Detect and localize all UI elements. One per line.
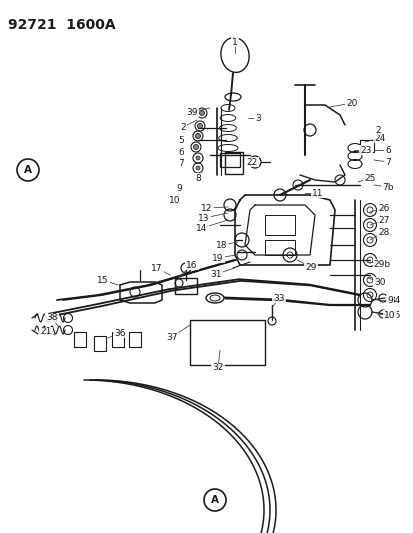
Text: 13: 13 — [198, 214, 209, 222]
Text: 7b: 7b — [381, 182, 393, 191]
Text: 21: 21 — [40, 327, 52, 336]
Text: 24: 24 — [373, 133, 385, 142]
Text: A: A — [211, 495, 218, 505]
Bar — [175, 278, 197, 294]
Text: 32: 32 — [212, 364, 223, 373]
Text: 8: 8 — [195, 174, 200, 182]
Circle shape — [193, 144, 198, 149]
Text: 9: 9 — [176, 183, 181, 192]
Text: 36: 36 — [114, 328, 126, 337]
Text: 14: 14 — [196, 223, 207, 232]
Text: 9: 9 — [386, 295, 392, 304]
Text: 10: 10 — [383, 311, 395, 319]
Text: 18: 18 — [216, 240, 227, 249]
Text: 23: 23 — [359, 146, 371, 155]
Bar — [74, 332, 86, 347]
Bar — [190, 320, 264, 365]
Text: 7: 7 — [384, 157, 390, 166]
Text: 38: 38 — [46, 313, 57, 322]
Text: 39: 39 — [186, 108, 197, 117]
Text: 27: 27 — [377, 215, 389, 224]
Circle shape — [195, 156, 199, 160]
Text: 35: 35 — [388, 311, 400, 319]
Text: 3: 3 — [254, 114, 260, 123]
Bar — [264, 215, 294, 235]
Text: 22: 22 — [246, 157, 257, 166]
Text: 34: 34 — [388, 295, 400, 304]
Text: 5: 5 — [178, 135, 183, 144]
Bar — [112, 332, 124, 347]
Bar — [219, 153, 240, 167]
Bar — [264, 240, 294, 255]
Circle shape — [199, 110, 204, 116]
Text: 6: 6 — [384, 146, 390, 155]
Bar — [129, 332, 141, 347]
Text: 26: 26 — [377, 204, 389, 213]
Text: 11: 11 — [311, 189, 323, 198]
Text: 37: 37 — [166, 333, 177, 342]
Text: 33: 33 — [273, 294, 284, 303]
Bar — [224, 152, 242, 174]
Text: 15: 15 — [97, 276, 109, 285]
Text: 92721  1600A: 92721 1600A — [8, 18, 115, 32]
Text: 20: 20 — [346, 99, 357, 108]
Bar — [359, 140, 373, 152]
Text: 17: 17 — [151, 263, 162, 272]
Text: 29b: 29b — [373, 260, 389, 269]
Text: 2: 2 — [374, 125, 380, 134]
Text: 31: 31 — [210, 270, 221, 279]
Circle shape — [197, 124, 202, 128]
Text: A: A — [24, 165, 32, 175]
Text: 19: 19 — [212, 254, 223, 262]
Text: 1: 1 — [232, 37, 237, 46]
Text: 28: 28 — [377, 228, 389, 237]
Text: 12: 12 — [201, 204, 212, 213]
Text: 16: 16 — [186, 261, 197, 270]
Text: 2: 2 — [180, 123, 185, 132]
Circle shape — [195, 166, 199, 170]
Bar — [94, 336, 106, 351]
Text: 10: 10 — [169, 196, 180, 205]
Circle shape — [195, 133, 200, 139]
Text: 29: 29 — [304, 262, 316, 271]
Text: 30: 30 — [373, 278, 385, 287]
Text: 7: 7 — [178, 158, 183, 167]
Text: 6: 6 — [178, 148, 183, 157]
Text: 25: 25 — [363, 174, 375, 182]
